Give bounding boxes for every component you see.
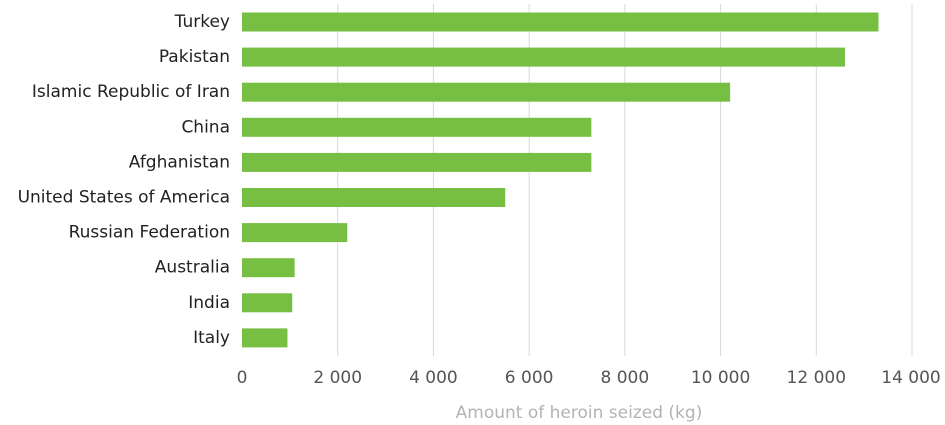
category-label-italy: Italy (193, 328, 230, 348)
category-label-pakistan: Pakistan (159, 47, 230, 67)
x-tick-label-0: 0 (237, 368, 248, 388)
x-tick-label-2-000: 2 000 (313, 368, 362, 388)
bar-united-states-of-america (242, 188, 506, 207)
bar-turkey (242, 12, 879, 32)
category-label-russian-federation: Russian Federation (69, 223, 230, 243)
category-label-india: India (188, 293, 230, 313)
bar-italy (242, 328, 288, 348)
category-label-afghanistan: Afghanistan (129, 152, 230, 172)
x-tick-label-4-000: 4 000 (409, 368, 458, 388)
x-tick-label-14-000: 14 000 (881, 368, 940, 388)
bar-islamic-republic-of-iran (242, 82, 731, 102)
x-tick-labels: 0 2 000 4 000 6 000 8 000 10 000 12 000 14 000 (237, 368, 941, 388)
x-tick-label-10-000: 10 000 (691, 368, 750, 388)
bar-australia (242, 258, 295, 278)
bar-china (242, 117, 592, 137)
category-label-australia: Australia (155, 258, 230, 278)
x-tick-label-6-000: 6 000 (505, 368, 554, 388)
x-tick-label-8-000: 8 000 (601, 368, 650, 388)
category-labels: Turkey Pakistan Islamic Republic of Iran Ch… (18, 12, 230, 348)
category-label-united-states-of-america: United States of America (18, 188, 230, 208)
bar-afghanistan (242, 152, 592, 172)
bar-pakistan (242, 47, 845, 67)
category-label-china: China (181, 117, 230, 137)
x-axis-title: Amount of heroin seized (kg) (456, 403, 703, 423)
category-label-islamic-republic-of-iran: Islamic Republic of Iran (32, 82, 230, 102)
x-tick-label-12-000: 12 000 (787, 368, 846, 388)
bar-india (242, 293, 293, 313)
bars (242, 12, 879, 348)
bar-russian-federation (242, 223, 348, 243)
category-label-turkey: Turkey (174, 12, 230, 32)
